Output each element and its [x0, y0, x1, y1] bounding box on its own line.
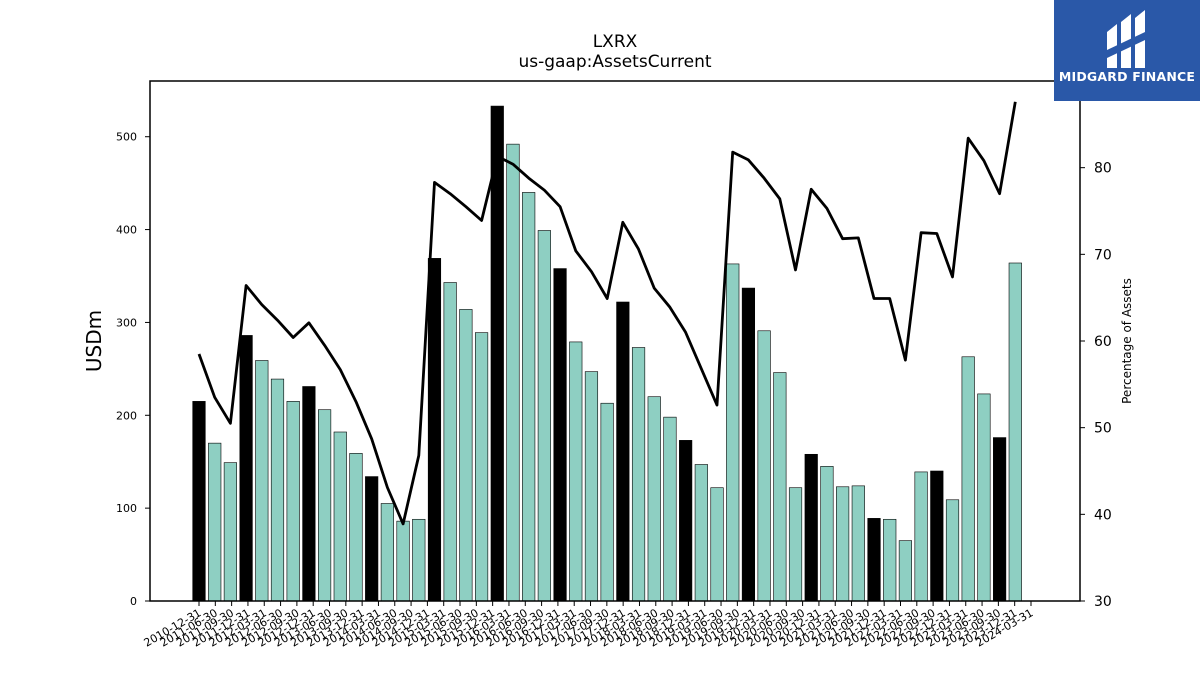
y2-tick-label: 60 — [1094, 334, 1112, 350]
logo-mark-icon — [1107, 10, 1145, 68]
bar — [694, 464, 708, 602]
y-tick-label: 100 — [116, 502, 137, 515]
y-tick-label: 400 — [116, 224, 137, 237]
y2-axis-label: Percentage of Assets — [1120, 278, 1134, 404]
bar — [318, 409, 332, 602]
bar — [192, 401, 206, 602]
y2-tick-label: 80 — [1094, 161, 1112, 177]
bar — [679, 440, 693, 602]
bar — [616, 301, 630, 602]
bar — [961, 356, 975, 602]
bar — [867, 518, 881, 602]
bar — [365, 476, 379, 602]
bar — [757, 330, 771, 602]
bar — [302, 386, 316, 602]
bar — [930, 470, 944, 602]
bar — [223, 462, 237, 602]
bar — [506, 143, 520, 602]
bar — [239, 335, 253, 602]
bar — [647, 396, 661, 602]
y-axis-left: 0 100 200 300 400 500 — [116, 131, 150, 608]
x-axis: 2010-12-312011-06-302011-09-302011-12-31… — [142, 601, 1036, 650]
bar — [412, 518, 426, 602]
bar — [553, 268, 567, 602]
bar — [270, 378, 285, 602]
bar — [380, 503, 394, 602]
series-line — [197, 101, 1017, 526]
bar — [836, 486, 850, 602]
bar — [883, 518, 897, 602]
bar — [804, 453, 818, 602]
bar — [663, 416, 677, 602]
bar — [537, 230, 551, 602]
y2-tick-label: 70 — [1094, 247, 1112, 263]
y-tick-label: 500 — [116, 131, 137, 144]
bar — [569, 341, 583, 602]
y2-tick-label: 40 — [1094, 507, 1112, 523]
bar — [851, 485, 865, 602]
y-tick-label: 200 — [116, 409, 137, 422]
bar — [286, 401, 300, 602]
bar — [427, 258, 442, 602]
bar — [914, 471, 928, 602]
y2-tick-label: 50 — [1094, 421, 1112, 437]
bar — [710, 487, 724, 602]
bar — [820, 466, 834, 602]
bar — [474, 332, 489, 602]
bar — [333, 431, 347, 602]
bar — [898, 540, 912, 602]
bar — [977, 393, 991, 602]
bar — [726, 263, 740, 602]
y-axis-label: USDm — [82, 310, 106, 372]
bar — [443, 282, 457, 602]
brand-logo: MIDGARD FINANCE — [1054, 0, 1200, 101]
bar — [631, 347, 646, 602]
bar — [208, 442, 222, 602]
bar — [584, 371, 599, 602]
y-axis-right: 30 40 50 60 70 80 — [1080, 161, 1112, 610]
chart-subtitle: us-gaap:AssetsCurrent — [518, 52, 712, 72]
bar — [600, 402, 614, 602]
bar — [741, 287, 756, 602]
bar-group — [192, 105, 1022, 602]
bar — [349, 453, 363, 602]
bar — [522, 192, 536, 602]
bar — [255, 360, 269, 602]
y2-tick-label: 30 — [1094, 594, 1112, 610]
bar — [773, 372, 787, 602]
chart-title: LXRX — [592, 32, 638, 52]
y-tick-label: 0 — [130, 595, 137, 608]
line-group — [197, 101, 1017, 526]
y-tick-label: 300 — [116, 316, 137, 329]
bar — [1008, 262, 1022, 602]
logo-text: MIDGARD FINANCE — [1058, 69, 1196, 84]
bar — [459, 309, 473, 602]
bar — [993, 437, 1007, 602]
bar — [788, 487, 803, 602]
bar — [945, 499, 960, 602]
bar — [396, 520, 410, 602]
